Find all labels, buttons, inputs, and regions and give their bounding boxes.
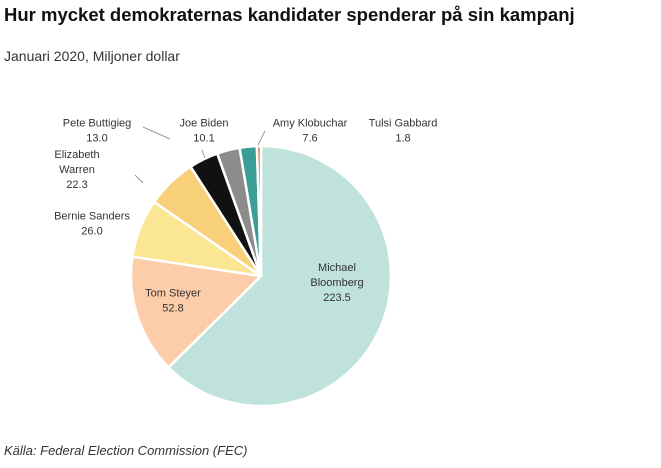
chart-source: Källa: Federal Election Commission (FEC)	[4, 443, 248, 458]
data-label-value-elizabeth-warren: 22.3	[66, 179, 87, 191]
chart-subtitle: Januari 2020, Miljoner dollar	[4, 48, 180, 64]
data-label-name-elizabeth-warren: Elizabeth	[54, 149, 99, 161]
leader-line-amy-klobuchar	[257, 130, 266, 146]
data-label-value-joe-biden: 10.1	[193, 133, 214, 145]
data-label-name-elizabeth-warren: Warren	[59, 164, 95, 176]
data-label-name-joe-biden: Joe Biden	[180, 118, 229, 130]
leader-line-joe-biden	[201, 149, 206, 159]
data-label-name-michael-bloomberg: Michael	[318, 262, 356, 274]
data-label-name-tulsi-gabbard: Tulsi Gabbard	[369, 118, 438, 130]
data-label-value-bernie-sanders: 26.0	[81, 226, 102, 238]
data-label-value-michael-bloomberg: 223.5	[323, 292, 351, 304]
data-label-name-bernie-sanders: Bernie Sanders	[54, 211, 130, 223]
pie-slice-tom-steyer	[129, 255, 264, 370]
pie-slice-tulsi-gabbard	[255, 144, 263, 277]
pie-slice-michael-bloomberg	[166, 144, 393, 408]
data-label-value-tom-steyer: 52.8	[162, 303, 183, 315]
data-label-name-michael-bloomberg: Bloomberg	[310, 277, 363, 289]
chart-title: Hur mycket demokraternas kandidater spen…	[4, 4, 575, 25]
data-label-name-tom-steyer: Tom Steyer	[145, 288, 201, 300]
leader-line-pete-buttigieg	[142, 126, 171, 140]
data-label-value-pete-buttigieg: 13.0	[86, 133, 107, 145]
data-label-name-amy-klobuchar: Amy Klobuchar	[273, 118, 348, 130]
data-label-value-amy-klobuchar: 7.6	[302, 133, 317, 145]
data-label-name-pete-buttigieg: Pete Buttigieg	[63, 118, 132, 130]
data-label-value-tulsi-gabbard: 1.8	[395, 133, 410, 145]
leader-line-elizabeth-warren	[134, 174, 144, 184]
